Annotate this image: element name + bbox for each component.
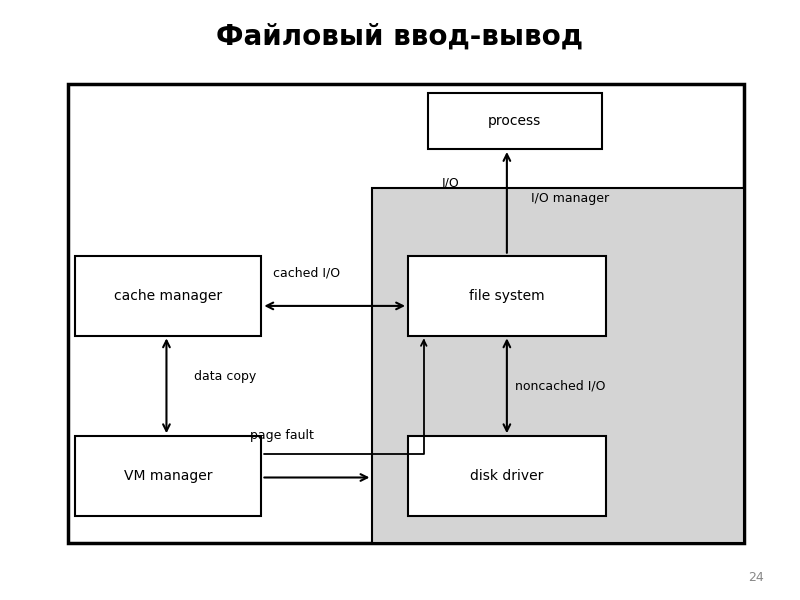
Text: 24: 24 (749, 571, 764, 584)
Text: data copy: data copy (194, 370, 257, 383)
Text: disk driver: disk driver (470, 469, 543, 483)
Text: I/O manager: I/O manager (530, 192, 609, 205)
Text: Файловый ввод-вывод: Файловый ввод-вывод (217, 23, 583, 51)
FancyBboxPatch shape (408, 256, 606, 335)
FancyBboxPatch shape (75, 256, 262, 335)
Text: cached I/O: cached I/O (274, 267, 341, 280)
Text: VM manager: VM manager (124, 469, 213, 483)
Text: noncached I/O: noncached I/O (514, 379, 606, 392)
FancyBboxPatch shape (372, 188, 744, 542)
Text: cache manager: cache manager (114, 289, 222, 302)
FancyBboxPatch shape (67, 84, 744, 542)
Text: process: process (488, 114, 542, 128)
Text: page fault: page fault (250, 429, 314, 442)
FancyBboxPatch shape (428, 93, 602, 149)
FancyBboxPatch shape (408, 436, 606, 516)
Text: I/O: I/O (442, 176, 459, 190)
Text: file system: file system (469, 289, 545, 302)
FancyBboxPatch shape (75, 436, 262, 516)
